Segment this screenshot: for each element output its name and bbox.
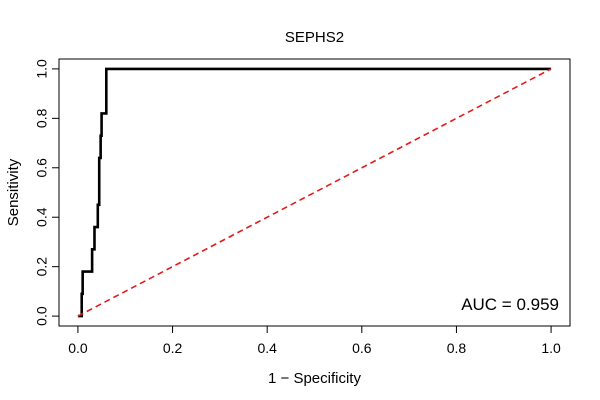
- y-tick-label: 0.2: [34, 257, 50, 277]
- x-tick-label: 0.2: [163, 340, 183, 356]
- x-tick-label: 0.8: [447, 340, 467, 356]
- chart-title: SEPHS2: [285, 29, 344, 46]
- x-axis-title: 1 − Specificity: [268, 370, 361, 387]
- x-tick-label: 1.0: [541, 340, 561, 356]
- x-tick-label: 0.4: [257, 340, 277, 356]
- y-tick-label: 0.6: [34, 158, 50, 178]
- y-tick-label: 1.0: [34, 59, 50, 79]
- y-axis-ticks: 0.0 0.2 0.4 0.6 0.8 1.0: [34, 59, 59, 326]
- x-tick-label: 0.0: [68, 340, 88, 356]
- series-layer: [77, 67, 552, 318]
- plot-frame: [58, 58, 571, 327]
- y-axis-title: Sensitivity: [5, 158, 22, 226]
- x-axis-ticks: 0.0 0.2 0.4 0.6 0.8 1.0: [68, 326, 561, 356]
- x-tick-label: 0.6: [352, 340, 372, 356]
- diagonal-reference-line: [77, 68, 552, 317]
- roc-curve-line: [77, 67, 552, 318]
- y-tick-label: 0.8: [34, 108, 50, 128]
- auc-annotation: AUC = 0.959: [461, 295, 559, 314]
- y-tick-label: 0.0: [34, 306, 50, 326]
- y-tick-label: 0.4: [34, 207, 50, 227]
